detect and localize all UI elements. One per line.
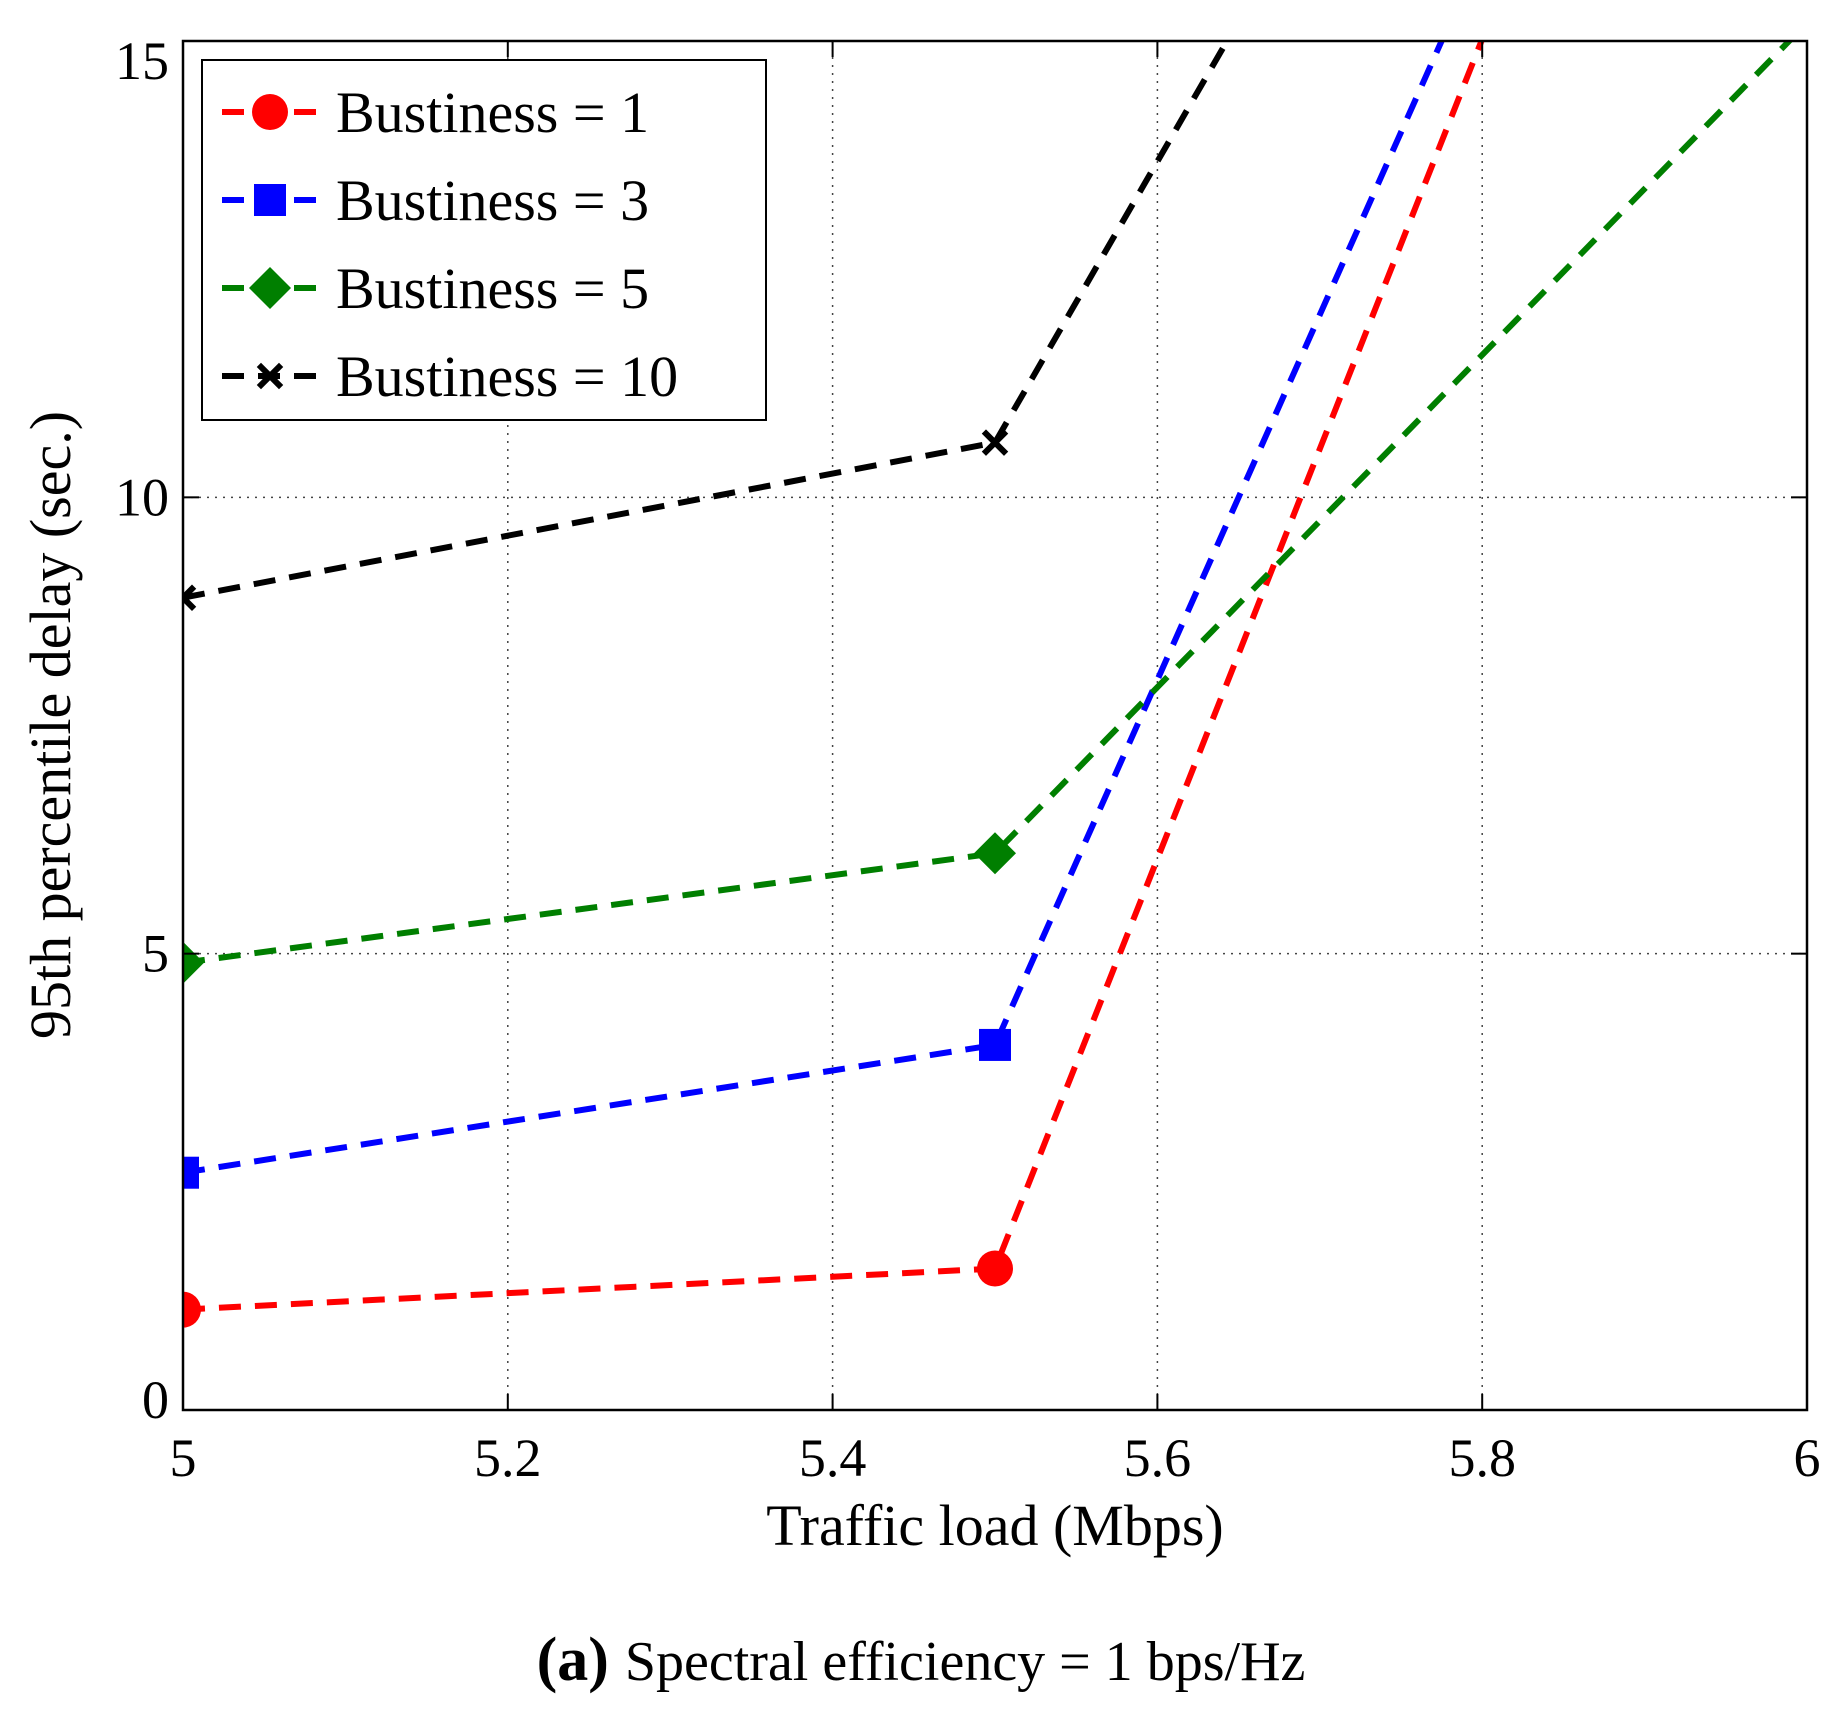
legend-marker-circle bbox=[252, 94, 288, 130]
legend-marker-square bbox=[254, 184, 286, 216]
legend-marker-diamond bbox=[249, 267, 291, 309]
series-square bbox=[183, 41, 1445, 1189]
x-tick-label: 5.6 bbox=[1124, 1428, 1192, 1488]
y-tick-label: 10 bbox=[115, 467, 169, 527]
plot-frame bbox=[181, 39, 1809, 1412]
legend-box bbox=[201, 59, 767, 421]
caption-letter: (a) bbox=[537, 1626, 609, 1694]
series-circle bbox=[183, 41, 1485, 1328]
data-point-square bbox=[183, 1156, 199, 1189]
y-tick-label: 15 bbox=[115, 31, 169, 91]
legend-entry: Bustiness = 10 bbox=[222, 344, 678, 409]
data-point-circle bbox=[977, 1250, 1013, 1287]
x-tick-label: 5 bbox=[170, 1428, 197, 1488]
legend: Bustiness = 1 Bustiness = 3 Bustiness = 5 B… bbox=[201, 59, 767, 421]
x-tick-label: 6 bbox=[1794, 1428, 1821, 1488]
caption-text: Spectral efficiency = 1 bps/Hz bbox=[625, 1631, 1306, 1693]
y-axis-label: 95th percentile delay (sec.) bbox=[18, 411, 83, 1039]
legend-entry: Bustiness = 3 bbox=[222, 168, 649, 233]
grid-lines bbox=[183, 41, 1807, 1410]
x-tick-label: 5.8 bbox=[1448, 1428, 1516, 1488]
data-point-diamond bbox=[974, 832, 1016, 875]
legend-entry: Bustiness = 1 bbox=[222, 80, 649, 145]
legend-label: Bustiness = 3 bbox=[336, 168, 649, 233]
x-tick-label: 5.4 bbox=[799, 1428, 867, 1488]
legend-label: Bustiness = 5 bbox=[336, 256, 649, 321]
figure-caption: (a) Spectral efficiency = 1 bps/Hz bbox=[537, 1626, 1306, 1694]
y-tick-label: 5 bbox=[142, 924, 169, 984]
series-diamond bbox=[183, 41, 1794, 984]
x-tick-label: 5.2 bbox=[474, 1428, 542, 1488]
legend-label: Bustiness = 10 bbox=[336, 344, 678, 409]
series-line bbox=[183, 41, 1794, 966]
series-line bbox=[183, 41, 1445, 1176]
data-point-diamond bbox=[183, 941, 204, 984]
data-series bbox=[183, 41, 1794, 1328]
y-tick-label: 0 bbox=[142, 1370, 169, 1430]
data-point-x bbox=[183, 584, 197, 611]
legend-marker-x bbox=[256, 362, 284, 390]
data-point-x bbox=[981, 429, 1009, 456]
data-point-square bbox=[979, 1028, 1011, 1061]
x-axis-label: Traffic load (Mbps) bbox=[766, 1493, 1224, 1558]
data-point-circle bbox=[183, 1291, 201, 1328]
legend-label: Bustiness = 1 bbox=[336, 80, 649, 145]
series-x bbox=[183, 41, 1231, 611]
legend-entry: Bustiness = 5 bbox=[222, 256, 649, 321]
